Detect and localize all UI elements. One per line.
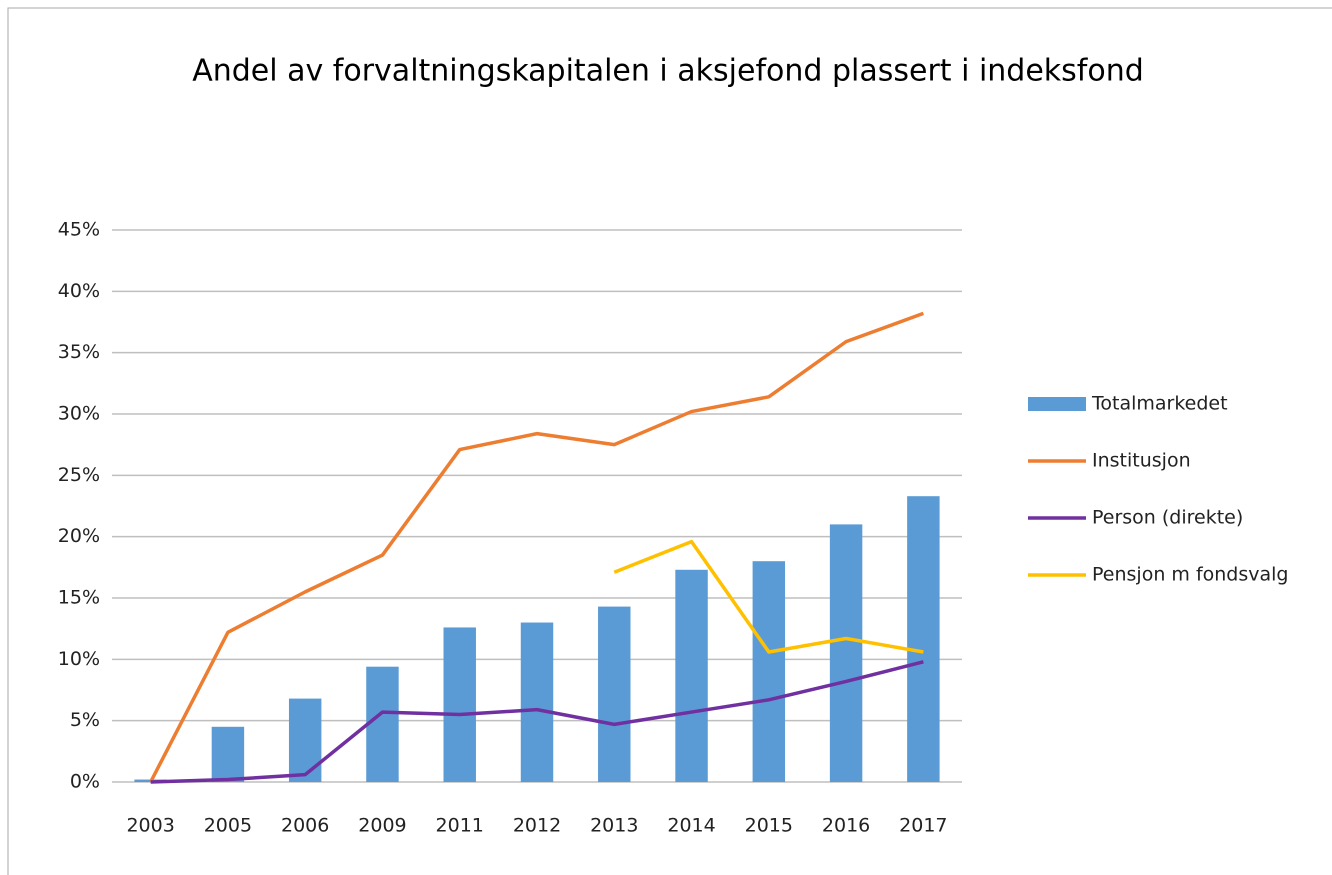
legend-label: Totalmarkedet bbox=[1091, 393, 1228, 415]
y-tick-label: 35% bbox=[58, 341, 100, 363]
bar bbox=[443, 627, 476, 782]
y-tick-label: 10% bbox=[58, 648, 100, 670]
legend-swatch bbox=[1028, 397, 1086, 411]
y-tick-label: 15% bbox=[58, 587, 100, 609]
x-tick-label: 2015 bbox=[745, 815, 793, 837]
bar bbox=[907, 496, 940, 782]
x-tick-label: 2003 bbox=[126, 815, 174, 837]
line bbox=[149, 311, 924, 783]
x-tick-label: 2016 bbox=[822, 815, 870, 837]
bar bbox=[829, 524, 863, 782]
y-tick-label: 20% bbox=[58, 525, 100, 547]
y-tick-label: 30% bbox=[58, 403, 100, 425]
x-tick-label: 2006 bbox=[281, 815, 329, 837]
legend-label: Pensjon m fondsvalg bbox=[1092, 564, 1289, 586]
x-tick-label: 2005 bbox=[204, 815, 252, 837]
x-tick-label: 2009 bbox=[358, 815, 406, 837]
bar bbox=[598, 606, 631, 782]
x-tick-label: 2017 bbox=[899, 815, 947, 837]
chart-title: Andel av forvaltningskapitalen i aksjefo… bbox=[192, 54, 1144, 89]
bar bbox=[288, 698, 322, 782]
legend-label: Institusjon bbox=[1092, 450, 1191, 472]
x-tick-label: 2012 bbox=[513, 815, 561, 837]
bar bbox=[211, 726, 245, 782]
legend-label: Person (direkte) bbox=[1092, 507, 1243, 529]
y-tick-label: 40% bbox=[58, 280, 100, 302]
y-tick-label: 25% bbox=[58, 464, 100, 486]
x-tick-label: 2011 bbox=[436, 815, 484, 837]
line bbox=[150, 660, 924, 784]
bar bbox=[520, 622, 554, 782]
x-tick-label: 2014 bbox=[667, 815, 715, 837]
x-tick-label: 2013 bbox=[590, 815, 638, 837]
y-tick-label: 45% bbox=[58, 219, 100, 241]
y-tick-label: 5% bbox=[70, 709, 100, 731]
bar bbox=[752, 561, 786, 782]
bar bbox=[675, 569, 708, 782]
chart-frame bbox=[7, 7, 1332, 875]
y-tick-label: 0% bbox=[70, 771, 100, 793]
line bbox=[613, 539, 924, 654]
bar bbox=[366, 666, 399, 782]
